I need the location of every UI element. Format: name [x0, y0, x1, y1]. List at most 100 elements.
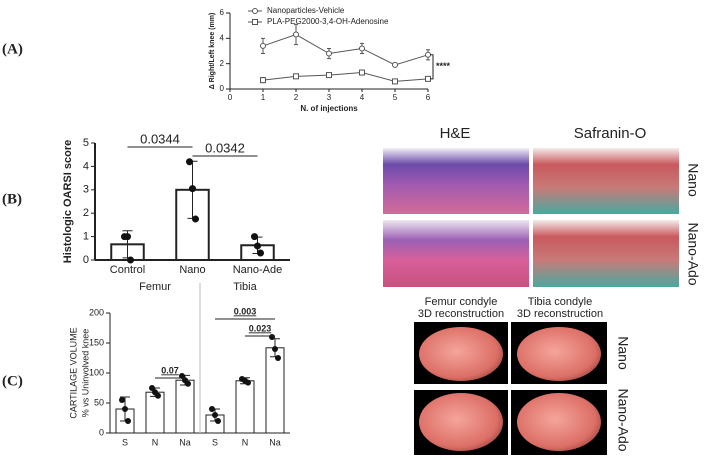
- condyle: [419, 327, 503, 381]
- y-tick-label: 1: [83, 231, 89, 243]
- condyle: [419, 393, 503, 451]
- y-axis-label: CARTILAGE VOLUME: [68, 327, 78, 418]
- data-point: [254, 242, 261, 250]
- marker: [359, 69, 365, 76]
- x-tick-label: 5: [393, 93, 398, 102]
- x-tick-label: N: [242, 437, 249, 447]
- x-tick-label: N: [152, 437, 159, 447]
- data-point: [245, 379, 251, 386]
- significance-label: ****: [436, 61, 451, 71]
- y-axis-label: Δ Right/Left knee (mm): [209, 13, 216, 90]
- x-tick-label: Na: [179, 437, 191, 447]
- bar: [265, 347, 285, 434]
- significance-label: 0.0342: [205, 140, 245, 155]
- data-point: [127, 256, 134, 264]
- histology-image: [383, 148, 529, 214]
- legend-marker: [252, 8, 258, 14]
- legend-marker: [252, 19, 258, 25]
- data-point: [192, 215, 199, 223]
- data-point: [272, 346, 278, 352]
- data-point: [119, 397, 125, 403]
- marker: [293, 31, 299, 38]
- data-point: [189, 185, 196, 193]
- x-tick-label: 2: [294, 93, 299, 102]
- histology-image: [383, 220, 529, 287]
- marker: [260, 77, 266, 84]
- y-axis-label: Histologic OARSI score: [62, 140, 74, 263]
- panel-label: (A): [2, 41, 23, 57]
- panel-label: (B): [2, 191, 22, 207]
- panel-label: (C): [2, 373, 23, 389]
- line: [262, 33, 429, 66]
- y-tick-label: 6: [220, 8, 225, 17]
- significance-bracket: [430, 54, 434, 80]
- marker: [392, 78, 398, 85]
- data-point: [275, 355, 281, 361]
- x-tick-label: Control: [110, 264, 145, 276]
- y-tick-label: 4: [83, 160, 89, 172]
- y-tick-label: 0: [99, 427, 104, 437]
- x-axis-label: N. of injections: [300, 104, 358, 113]
- condyle: [517, 327, 601, 381]
- x-tick-label: S: [212, 437, 218, 447]
- significance-label: 0.0344: [140, 131, 180, 146]
- group-label: Femur: [139, 281, 171, 293]
- marker: [326, 50, 332, 57]
- y-tick-label: 150: [89, 337, 104, 347]
- marker: [260, 42, 266, 49]
- histology-image: [533, 220, 679, 287]
- data-point: [186, 158, 193, 166]
- column-label: Femur condyle: [425, 296, 498, 308]
- y-tick-label: 50: [94, 397, 104, 407]
- marker: [425, 51, 431, 58]
- marker: [293, 73, 299, 80]
- data-point: [185, 380, 191, 387]
- x-tick-label: 6: [426, 93, 431, 102]
- marker: [326, 72, 332, 79]
- x-tick-label: Nano-Ade: [233, 264, 283, 276]
- y-axis-label: % vs Uninvolved knee: [80, 329, 90, 418]
- data-point: [124, 233, 131, 241]
- column-label: 3D reconstruction: [418, 308, 504, 320]
- bar: [235, 380, 255, 434]
- x-tick-label: 3: [327, 93, 332, 102]
- bar: [175, 379, 195, 434]
- y-tick-label: 2: [220, 59, 225, 68]
- line: [262, 72, 429, 82]
- significance-label: 0.023: [249, 323, 272, 333]
- legend-label: PLA-PEG2000-3,4-OH-Adenosine: [267, 17, 389, 26]
- condyle: [517, 393, 601, 451]
- bar: [145, 391, 165, 434]
- column-label: H&E: [440, 125, 471, 142]
- x-tick-label: 0: [228, 93, 233, 102]
- x-tick-label: S: [122, 437, 128, 447]
- y-tick-label: 0: [83, 254, 89, 266]
- y-tick-label: 100: [89, 367, 104, 377]
- histology-image: [533, 148, 679, 214]
- row-label: Nano-Ado: [615, 388, 631, 451]
- legend-label: Nanoparticles-Vehicle: [267, 6, 345, 15]
- x-tick-label: 1: [261, 93, 266, 102]
- y-tick-label: 0: [220, 84, 225, 93]
- data-point: [125, 418, 131, 424]
- data-point: [155, 392, 161, 399]
- column-label: Tibia condyle: [528, 296, 592, 308]
- data-point: [122, 406, 128, 412]
- y-tick-label: 5: [83, 137, 89, 149]
- row-label: Nano: [685, 163, 701, 197]
- marker: [425, 75, 431, 82]
- row-label: Nano-Ado: [685, 222, 701, 285]
- data-point: [215, 418, 221, 424]
- data-point: [251, 233, 258, 241]
- data-point: [209, 406, 215, 412]
- y-tick-label: 3: [83, 184, 89, 196]
- y-tick-label: 200: [89, 307, 104, 317]
- x-tick-label: Nano: [179, 264, 205, 276]
- y-tick-label: 2: [83, 207, 89, 219]
- data-point: [149, 385, 155, 391]
- data-point: [269, 334, 275, 340]
- significance-label: 0.003: [234, 306, 257, 316]
- group-label: Tibia: [233, 281, 257, 293]
